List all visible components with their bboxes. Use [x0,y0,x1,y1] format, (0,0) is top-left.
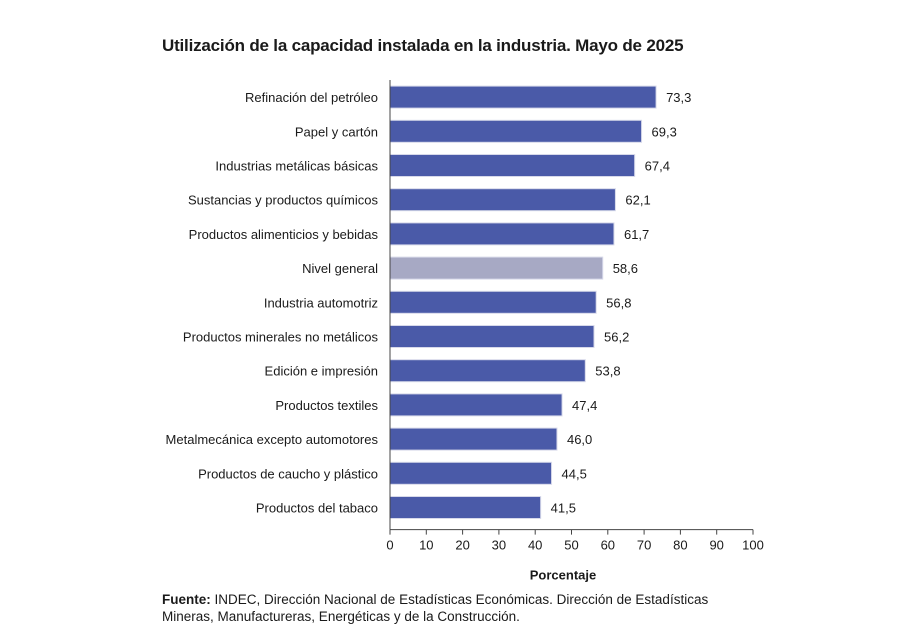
x-tick-label: 100 [742,538,764,553]
data-label: 67,4 [645,159,670,174]
bar [389,154,636,177]
data-label: 69,3 [652,124,677,139]
bar-highlight [389,256,604,280]
x-tick-label: 20 [455,538,469,553]
chart-title: Utilización de la capacidad instalada en… [162,36,684,55]
bar [389,85,657,109]
x-tick-label: 80 [673,538,687,553]
source-text: INDEC, Dirección Nacional de Estadística… [162,592,709,624]
category-label: Productos alimenticios y bebidas [189,227,379,242]
data-label: 56,8 [606,295,631,310]
data-label: 46,0 [567,432,592,447]
x-tick-label: 10 [419,538,433,553]
data-label: 61,7 [624,227,649,242]
category-label: Productos minerales no metálicos [183,330,379,345]
source-note: Fuente: INDEC, Dirección Nacional de Est… [162,591,762,625]
category-label: Metalmecánica excepto automotores [166,432,379,447]
x-tick-label: 90 [709,538,723,553]
category-label: Edición e impresión [265,364,378,379]
bar-chart: Refinación del petróleo 73,3 Papel y cartó… [166,80,764,583]
bar [389,222,615,246]
category-label: Productos textiles [275,398,378,413]
bar [389,290,597,314]
category-label: Productos del tabaco [256,501,378,516]
data-label: 53,8 [595,364,620,379]
bar [389,188,616,212]
x-tick-label: 30 [492,538,506,553]
category-label: Industria automotriz [264,295,378,310]
category-label: Industrias metálicas básicas [215,159,378,174]
bar [389,119,643,143]
category-label: Nivel general [302,261,378,276]
x-tick-label: 50 [564,538,578,553]
category-label: Refinación del petróleo [245,90,378,105]
source-label: Fuente: [162,592,211,607]
x-tick-label: 0 [386,538,393,553]
x-tick-label: 40 [528,538,542,553]
x-tick-label: 70 [637,538,651,553]
data-label: 73,3 [666,90,691,105]
bar [389,393,563,417]
data-label: 56,2 [604,330,629,345]
category-label: Sustancias y productos químicos [188,193,379,208]
data-label: 44,5 [562,466,587,481]
bar [389,359,586,383]
data-label: 62,1 [625,193,650,208]
bar [389,427,558,451]
category-label: Papel y cartón [295,124,378,139]
data-label: 58,6 [613,261,638,276]
x-tick-label: 60 [601,538,615,553]
bar [389,325,595,348]
bar [389,496,542,519]
x-axis-title: Porcentaje [530,568,596,583]
category-label: Productos de caucho y plástico [198,466,378,481]
data-label: 47,4 [572,398,597,413]
bar [389,461,553,485]
data-label: 41,5 [551,501,576,516]
